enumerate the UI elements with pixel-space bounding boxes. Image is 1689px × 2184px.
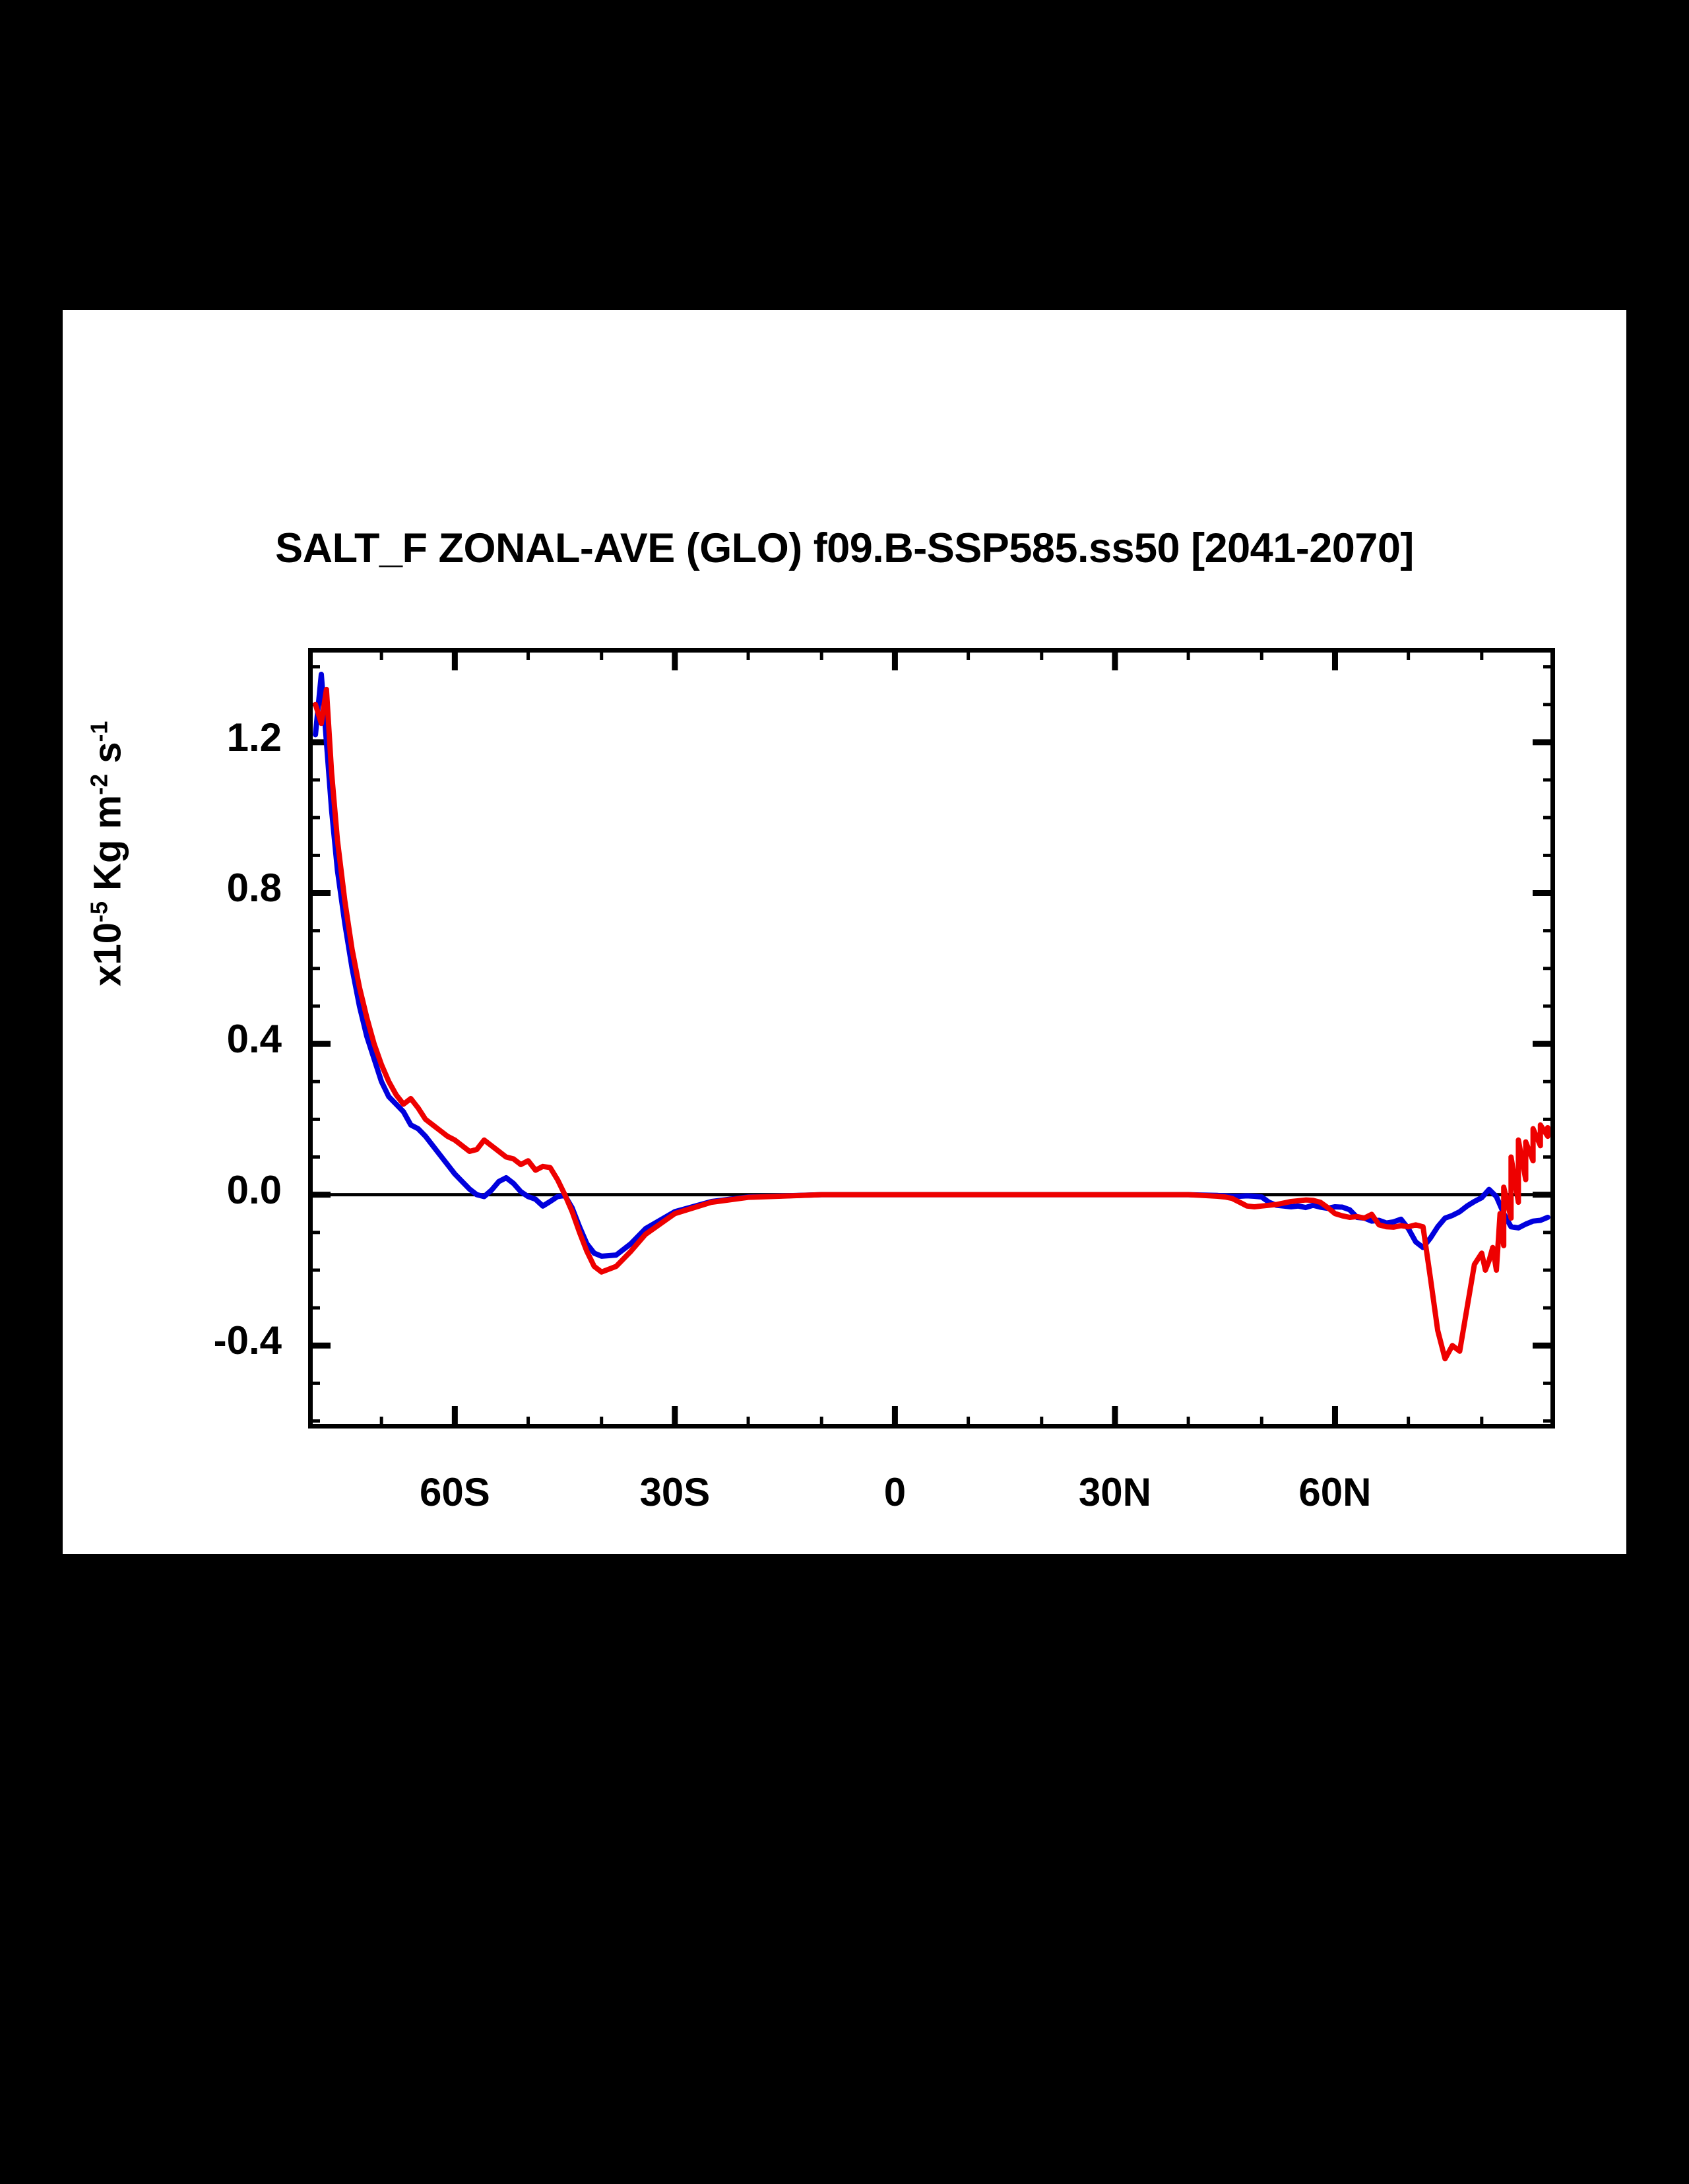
axis-ticks (308, 648, 1555, 1429)
chart-title: SALT_F ZONAL-AVE (GLO) f09.B-SSP585.ss50… (275, 525, 1414, 571)
x-tick-label: 0 (883, 1470, 907, 1514)
y-tick-label: 0.0 (226, 1167, 282, 1212)
plot-border (308, 648, 1555, 1429)
x-tick-label: 60S (419, 1470, 490, 1514)
plot-frame (308, 648, 1555, 1429)
series-line-1 (313, 672, 1550, 1259)
y-axis-label-text: x10 (86, 922, 129, 986)
x-tick-label: 60N (1298, 1470, 1372, 1514)
x-tick-label: 30N (1078, 1470, 1151, 1514)
y-tick-label: 0.8 (226, 866, 282, 911)
y-axis-label: x10-5 Kg m-2 s-1 (85, 643, 129, 1065)
data-series-group (313, 672, 1550, 1362)
x-tick-label: 30S (639, 1470, 711, 1514)
y-tick-label: -0.4 (213, 1318, 282, 1363)
y-tick-label: 1.2 (226, 715, 282, 759)
y-tick-label: 0.4 (226, 1017, 282, 1062)
y-axis-exp-2: -2 (85, 773, 113, 795)
chart-svg (308, 648, 1555, 1429)
chart-caption: f09.B-hist.tn15.cmip6.k32 [1985-2014] in… (468, 1571, 1221, 1612)
figure-canvas: SALT_F ZONAL-AVE (GLO) f09.B-SSP585.ss50… (63, 310, 1626, 1612)
series-line-2 (313, 686, 1550, 1362)
plot-area: -0.4 0.0 0.4 0.8 1.2 60S 30S 0 30N 60N (214, 648, 1555, 1514)
